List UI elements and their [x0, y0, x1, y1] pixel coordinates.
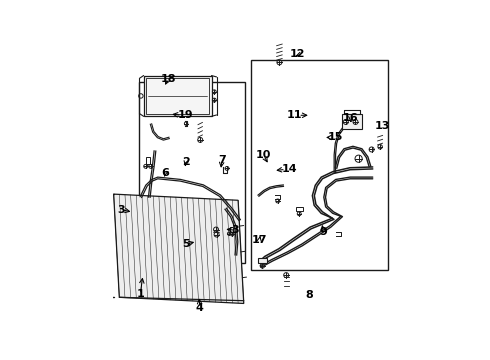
Bar [251, 60, 388, 270]
Text: 8: 8 [305, 291, 313, 301]
Text: 3: 3 [232, 225, 239, 235]
Polygon shape [114, 194, 244, 303]
Text: 15: 15 [327, 132, 343, 143]
Text: 14: 14 [282, 164, 297, 174]
Text: 19: 19 [178, 110, 193, 120]
Bar [230, 227, 233, 232]
Bar [296, 207, 302, 211]
Text: 16: 16 [343, 113, 359, 123]
Text: 11: 11 [287, 110, 302, 120]
Bar [139, 82, 245, 263]
Bar [342, 114, 363, 130]
Text: 9: 9 [319, 227, 327, 237]
Bar [144, 76, 212, 116]
Bar [258, 257, 267, 263]
Text: 10: 10 [256, 150, 271, 161]
Text: 17: 17 [252, 235, 267, 245]
Text: 4: 4 [196, 303, 204, 313]
Text: 6: 6 [162, 168, 170, 179]
Text: 3: 3 [118, 204, 125, 215]
Text: 7: 7 [218, 155, 226, 165]
Text: 12: 12 [290, 49, 305, 59]
Bar [146, 157, 150, 163]
Text: 2: 2 [182, 157, 190, 167]
Text: 1: 1 [136, 289, 144, 299]
Text: 18: 18 [160, 74, 176, 84]
Bar [146, 78, 209, 114]
Text: 13: 13 [375, 121, 391, 131]
Text: 5: 5 [182, 239, 190, 249]
